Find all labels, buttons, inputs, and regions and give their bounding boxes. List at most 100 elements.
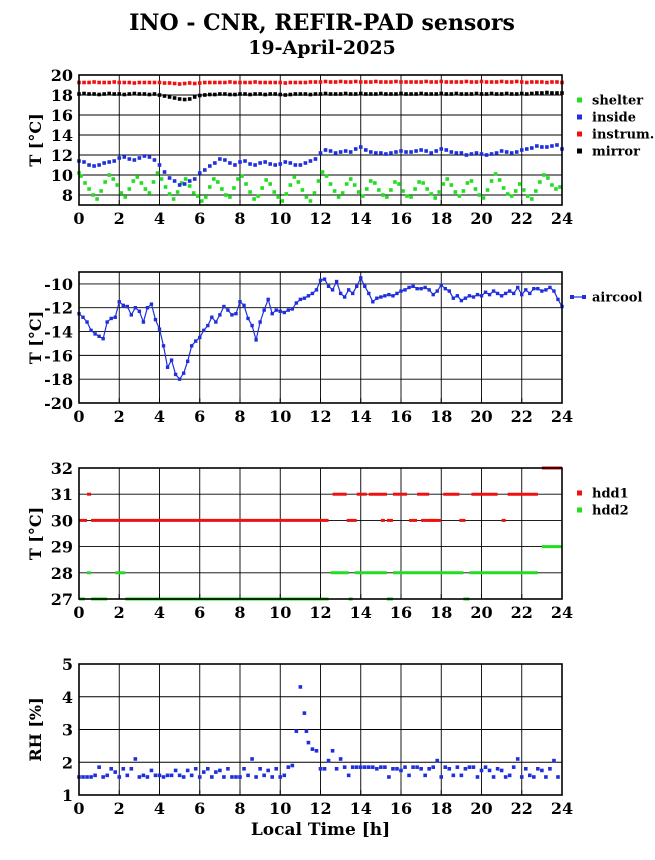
temperatures-series-shelter [77,170,562,203]
aircool-series-aircool-point [467,294,472,298]
humidity-series-rh-point [189,773,194,778]
humidity-series-rh-point [161,775,166,779]
aircool-series-aircool-point [234,311,238,316]
humidity-series-rh-point [463,767,468,771]
temperatures-series-mirror-point [338,92,343,96]
temperatures-xtick-label: 18 [430,209,452,228]
aircool-series-aircool-point [536,286,540,291]
temperatures-series-shelter-point [123,195,128,199]
temperatures-series-instrum-point [409,80,413,84]
humidity-xtick-label: 0 [73,799,84,818]
temperatures-series-instrum-point [379,80,383,84]
temperatures-series-mirror-point [379,91,383,96]
humidity-xtick-label: 10 [269,799,291,818]
temperatures-series-instrum-point [82,80,86,85]
temperatures-series-inside-point [238,160,242,164]
aircool-series-aircool-point [105,320,109,324]
temperatures-series-mirror-point [353,92,358,96]
temperatures-series-mirror-point [102,92,106,96]
temperatures-series-instrum-point [323,79,328,84]
temperatures-series-shelter-point [83,181,87,185]
temperatures-series-mirror-point [509,92,514,96]
temperatures-series-inside-point [404,150,408,154]
humidity-series-rh-point [218,768,222,773]
temperatures-series-inside-point [248,162,252,166]
temperatures-series-inside-point [147,155,152,159]
temperatures-series-shelter-point [147,191,152,195]
aircool-series-aircool-point [141,320,146,324]
temperatures-series-mirror-point [419,91,423,96]
temperatures-series-shelter-point [115,183,120,187]
humidity-series-rh-point [254,775,258,779]
humidity-series-rh-point [234,775,238,779]
humidity-series-rh-point [423,773,427,778]
humidity-series-rh-point [515,757,520,761]
temperatures-series-shelter-point [163,185,168,189]
temperatures-ytick-label: 12 [51,146,73,165]
humidity-series-rh-point [286,765,291,769]
temperatures-series-inside-point [363,148,368,152]
aircool-xtick-label: 24 [551,407,573,426]
aircool-series-aircool-point [375,296,379,300]
temperatures-series-shelter-point [288,183,293,187]
temperatures-series-shelter-point [449,183,454,187]
temperatures-series-mirror-point [303,92,308,96]
humidity-xtick-label: 22 [511,799,533,818]
aircool-legend-aircool-marker [582,295,586,299]
temperatures-series-inside-point [258,161,262,165]
humidity-series-rh-point [431,765,435,769]
temperatures-series-mirror-point [192,95,197,99]
temperatures-series-shelter-point [413,187,417,191]
temperatures-series-shelter-point [429,192,433,196]
temperatures-series-inside-point [514,150,519,154]
temperatures-series-mirror-point [268,92,272,96]
temperatures-ylabel: T [°C] [26,113,45,166]
aircool-series-aircool-point [250,323,254,328]
temperatures-series-shelter-point [228,195,232,199]
temperatures-ytick-label: 14 [51,126,73,145]
temperatures-series-shelter-point [445,177,450,181]
temperatures-series-instrum-point [419,80,423,84]
temperatures-series-instrum-point [167,81,172,85]
humidity-ylabel: RH [%] [26,697,45,761]
temperatures-series-shelter-point [191,191,196,195]
humidity-series-rh-point [262,773,266,778]
aircool-ylabel: T [°C] [26,311,45,364]
aircool-series-aircool-point [447,289,451,293]
hdd-xtick-label: 0 [73,603,84,622]
temperatures-series-inside-point [509,151,514,155]
temperatures-series-inside-point [223,158,227,162]
temperatures-series-mirror-point [238,92,242,96]
temperatures-xtick-label: 10 [269,209,291,228]
temperatures-series-inside-point [459,151,464,155]
temperatures-series-mirror-point [494,92,499,96]
temperatures-series-shelter-point [501,186,506,190]
humidity-series-rh-point [435,758,440,763]
aircool-series-aircool-point [242,303,246,308]
temperatures-series-inside-point [444,148,449,152]
temperatures-series-mirror-point [540,91,544,95]
humidity-series-rh-point [230,775,234,779]
temperatures-series-shelter-point [212,177,216,181]
humidity-series-rh-point [81,775,85,779]
temperatures-series-shelter-point [316,179,321,183]
temperatures-series-inside-point [409,150,413,154]
temperatures-series-instrum-point [278,80,283,85]
hdd-legend-hdd2-marker [577,507,582,513]
temperatures-series-shelter-point [369,179,373,183]
temperatures-legend-shelter-marker [577,97,582,103]
temperatures-series-mirror-point [308,92,313,97]
temperatures-series-instrum-point [313,80,318,84]
temperatures-series-shelter-point [417,180,421,184]
temperatures-series-mirror-point [82,91,86,96]
temperatures-legend-inside-marker [577,114,582,120]
humidity-series-rh-point [169,773,174,778]
temperatures-series-inside-point [208,164,212,168]
temperatures-series-instrum-point [514,79,519,84]
aircool-series-aircool-point [499,294,504,298]
temperatures-series-mirror-point [429,92,433,96]
humidity-series-rh-point [85,775,89,779]
hdd-series-hdd1 [79,466,562,522]
temperatures-series-mirror-point [333,92,338,96]
temperatures-series-instrum-point [228,80,232,84]
